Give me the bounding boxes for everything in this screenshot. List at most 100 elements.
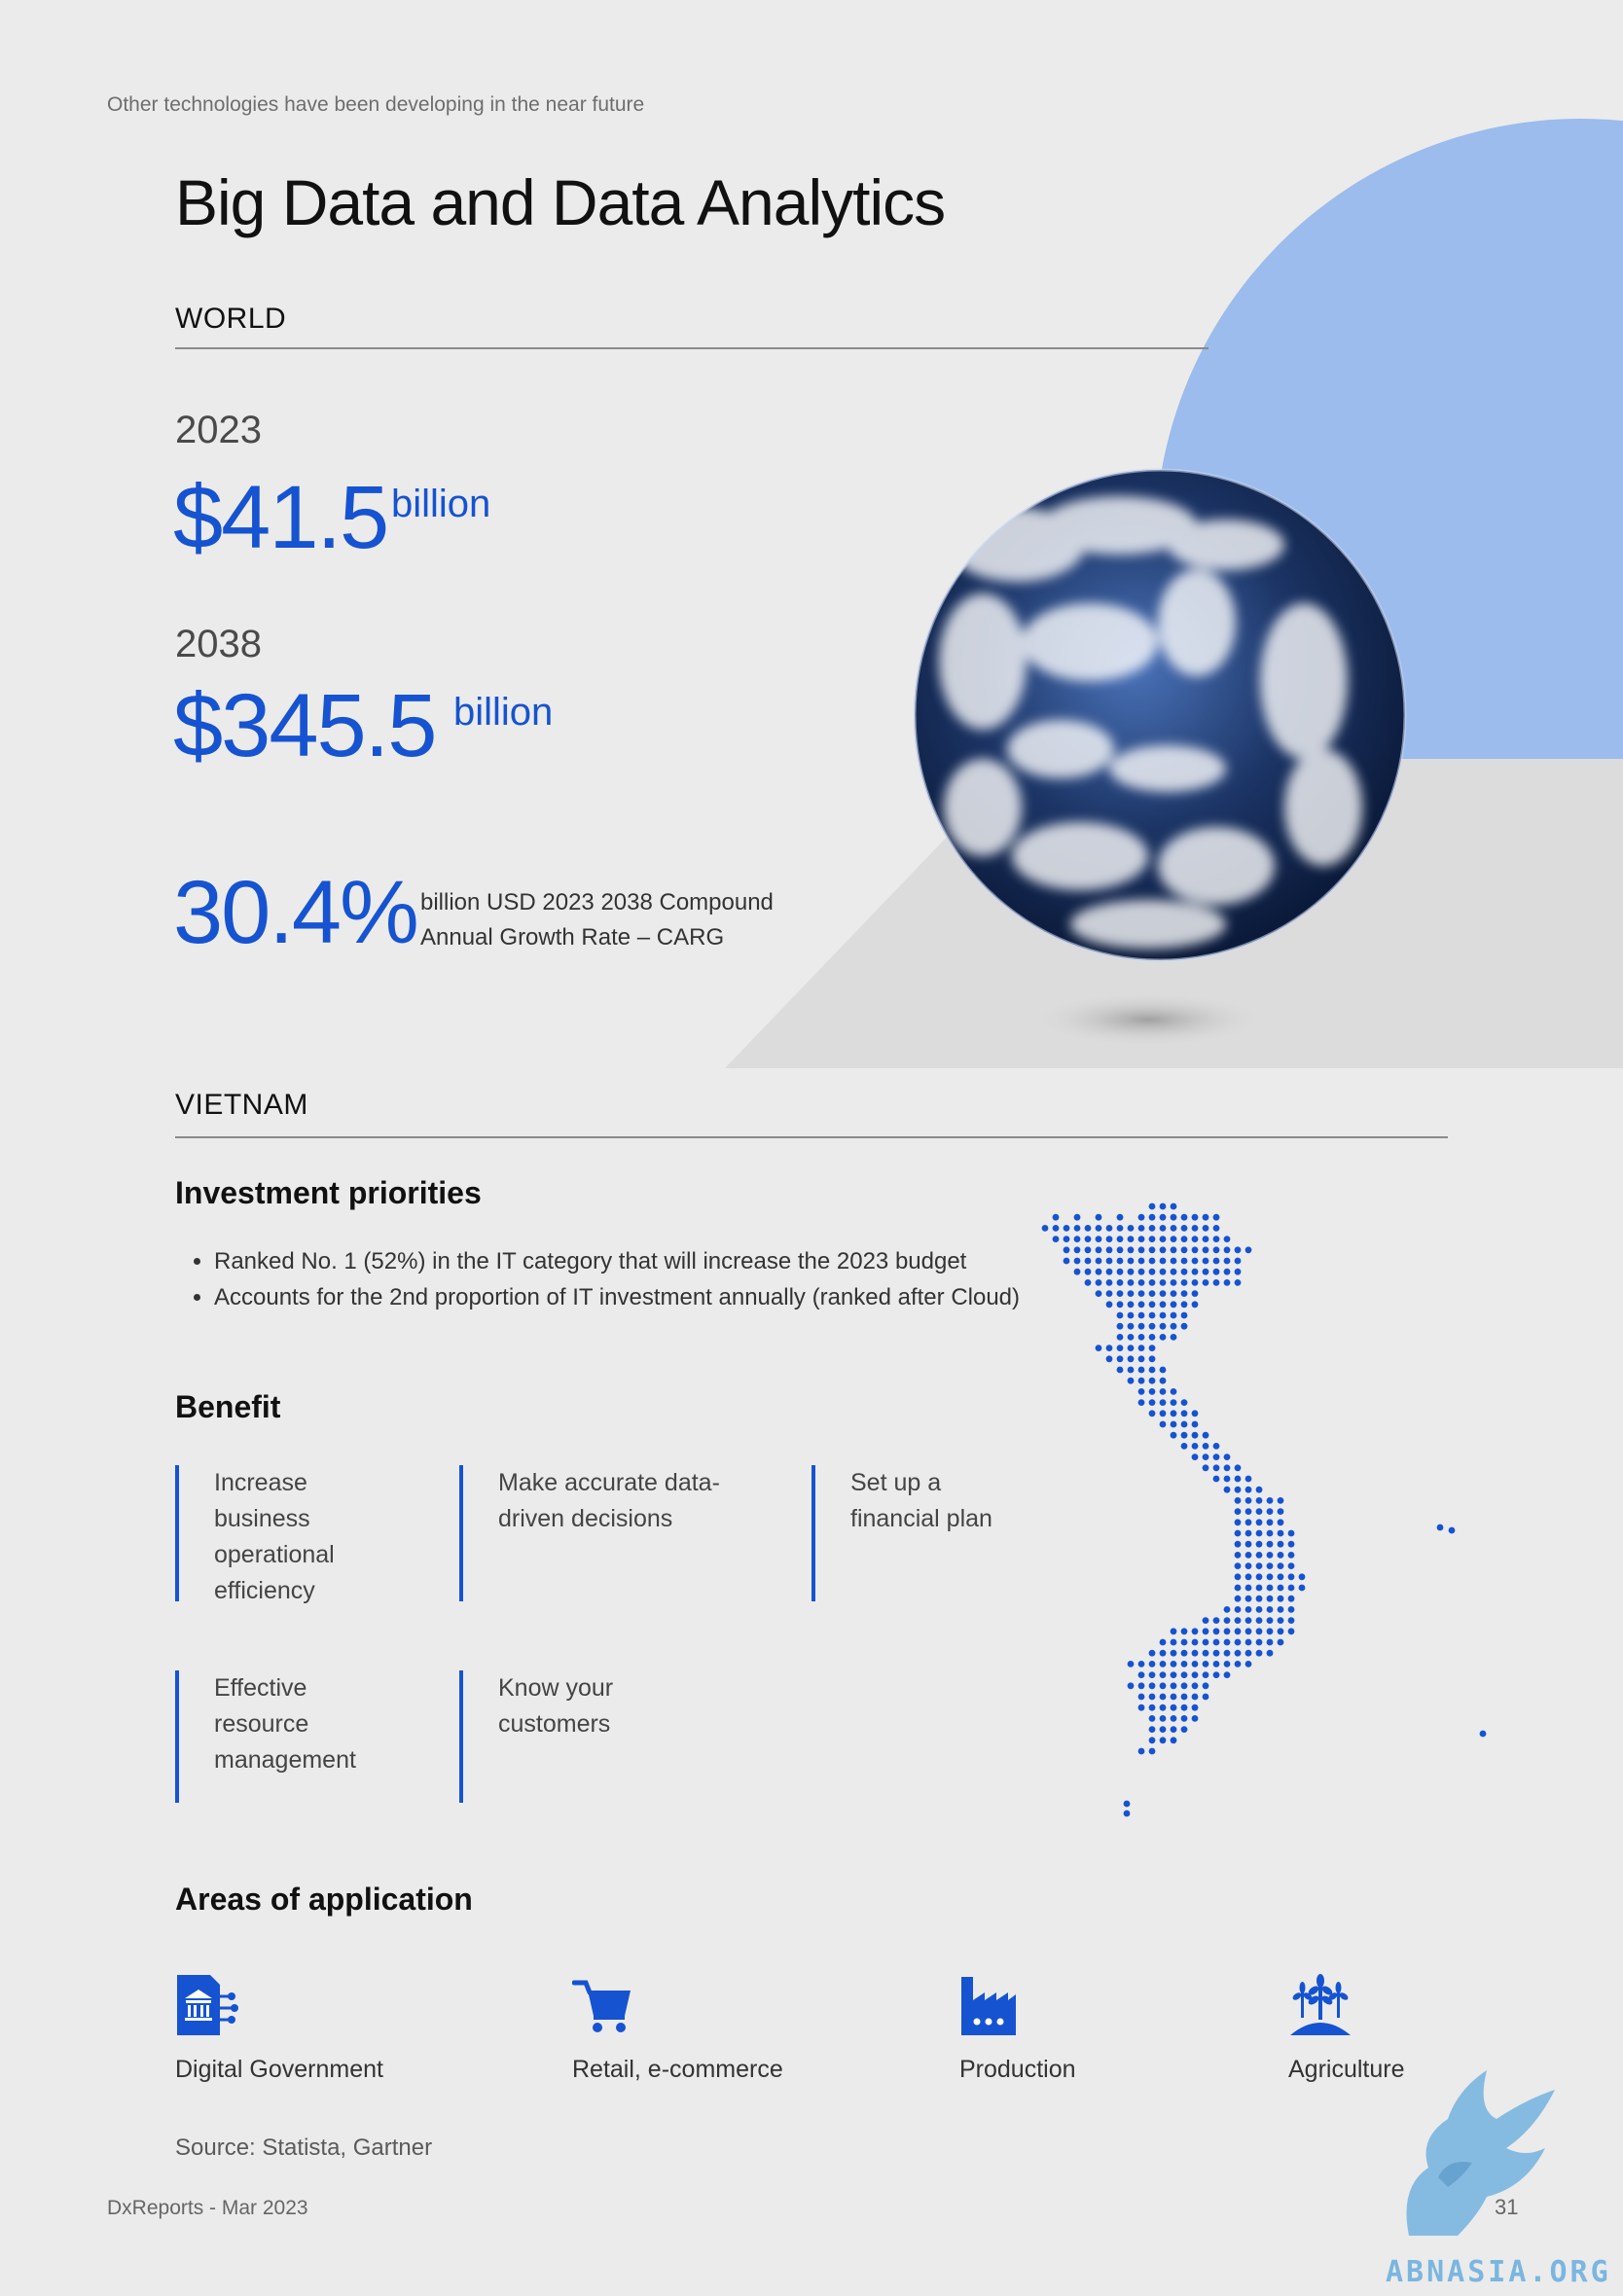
map-island-dot [1436, 1524, 1444, 1531]
map-dot [1277, 1584, 1284, 1592]
map-dot [1244, 1246, 1252, 1254]
map-dot [1127, 1290, 1135, 1297]
map-dot [1170, 1246, 1177, 1254]
map-dot [1116, 1345, 1124, 1351]
map-dot [1170, 1279, 1177, 1286]
map-dot [1234, 1279, 1242, 1286]
map-dot [1287, 1573, 1295, 1581]
map-dot [1159, 1236, 1167, 1242]
map-dot [1052, 1213, 1060, 1221]
map-dot [1159, 1726, 1167, 1733]
map-dot [1255, 1529, 1263, 1537]
map-dot [1212, 1268, 1220, 1275]
map-dot [1212, 1649, 1220, 1657]
world-section-label: WORLD [175, 303, 287, 335]
benefit-item: Make accurate data-driven decisions [459, 1465, 741, 1601]
map-dot [1234, 1540, 1242, 1548]
map-dot [1116, 1301, 1124, 1309]
area-label: Retail, e-commerce [572, 2056, 783, 2083]
map-dot [1180, 1671, 1188, 1678]
map-dot [1170, 1202, 1177, 1210]
globe-image [913, 468, 1407, 962]
map-dot [1244, 1519, 1252, 1526]
area-label: Agriculture [1288, 2056, 1405, 2083]
map-dot [1116, 1355, 1124, 1363]
map-dot [1191, 1661, 1199, 1668]
map-dot [1127, 1279, 1135, 1286]
map-dot [1063, 1225, 1070, 1232]
map-dot [1234, 1497, 1242, 1504]
source-note: Source: Statista, Gartner [175, 2135, 433, 2161]
map-dot [1159, 1399, 1167, 1406]
map-dot [1180, 1715, 1188, 1722]
footer-text: DxReports - Mar 2023 [107, 2197, 308, 2219]
map-dot [1137, 1334, 1145, 1341]
map-dot [1255, 1497, 1263, 1504]
map-dot [1063, 1257, 1070, 1265]
map-dot [1212, 1213, 1220, 1221]
map-dot [1159, 1737, 1167, 1744]
map-dot [1148, 1301, 1156, 1309]
map-dot [1266, 1617, 1274, 1624]
map-dot [1266, 1649, 1274, 1657]
map-dot [1212, 1225, 1220, 1232]
map-dot [1170, 1726, 1177, 1733]
map-dot [1255, 1562, 1263, 1569]
map-dot [1212, 1638, 1220, 1646]
map-dot [1180, 1322, 1188, 1330]
map-dot [1137, 1345, 1145, 1351]
map-dot [1244, 1540, 1252, 1548]
map-dot [1191, 1257, 1199, 1265]
map-dot [1223, 1638, 1231, 1646]
map-dot [1191, 1225, 1199, 1232]
map-dot [1277, 1628, 1284, 1635]
map-dot [1116, 1257, 1124, 1265]
map-dot [1202, 1236, 1209, 1242]
map-dot [1127, 1301, 1135, 1309]
map-dot [1105, 1236, 1113, 1242]
map-dot [1255, 1606, 1263, 1613]
map-dot [1234, 1628, 1242, 1635]
map-dot [1095, 1257, 1102, 1265]
map-dot [1223, 1246, 1231, 1254]
map-dot [1137, 1213, 1145, 1221]
map-dot [1180, 1290, 1188, 1297]
map-dot [1234, 1606, 1242, 1613]
map-dot [1202, 1443, 1209, 1450]
map-dot [1244, 1562, 1252, 1569]
map-dot [1223, 1236, 1231, 1242]
map-dot [1105, 1257, 1113, 1265]
map-dot [1223, 1661, 1231, 1668]
map-dot [1170, 1322, 1177, 1330]
map-dot [1234, 1246, 1242, 1254]
map-dot [1277, 1529, 1284, 1537]
map-dot [1148, 1311, 1156, 1319]
map-dot [1095, 1246, 1102, 1254]
map-dot [1052, 1225, 1060, 1232]
map-dot [1191, 1628, 1199, 1635]
map-dot [1137, 1704, 1145, 1711]
map-dot [1148, 1213, 1156, 1221]
map-dot [1255, 1595, 1263, 1602]
map-dot [1073, 1246, 1081, 1254]
map-dot [1170, 1628, 1177, 1635]
map-dot [1180, 1693, 1188, 1701]
map-dot [1180, 1279, 1188, 1286]
map-dot [1084, 1225, 1092, 1232]
map-island-dot [1123, 1810, 1131, 1817]
map-island-dot [1479, 1730, 1487, 1738]
stat-year-2023: 2023 [175, 409, 262, 451]
header-note: Other technologies have been developing … [107, 93, 645, 116]
map-dot [1159, 1290, 1167, 1297]
map-dot [1159, 1388, 1167, 1395]
map-dot [1170, 1661, 1177, 1668]
map-dot [1287, 1617, 1295, 1624]
map-dot [1277, 1540, 1284, 1548]
list-item: Ranked No. 1 (52%) in the IT category th… [214, 1243, 1061, 1279]
map-dot [1223, 1671, 1231, 1678]
map-dot [1105, 1279, 1113, 1286]
map-dot [1202, 1431, 1209, 1439]
map-dot [1116, 1225, 1124, 1232]
watermark-text: ABNASIA.ORG [1386, 2255, 1611, 2289]
map-dot [1180, 1661, 1188, 1668]
